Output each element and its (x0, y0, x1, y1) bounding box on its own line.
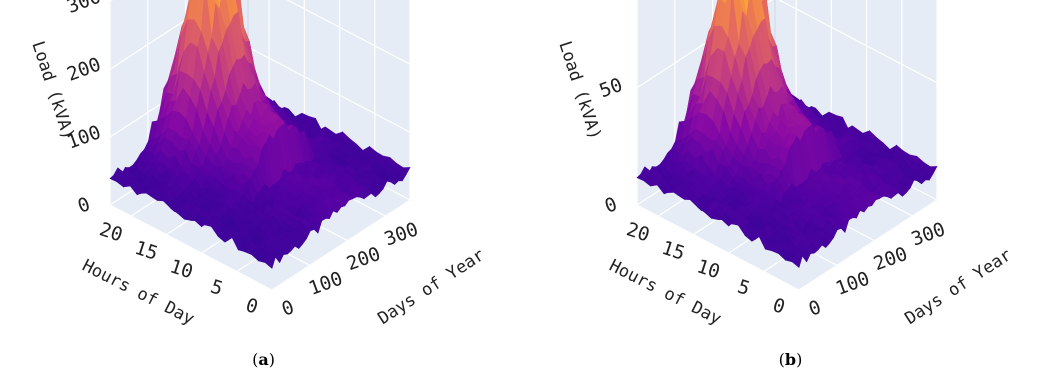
hour-tick-label: 0 (770, 294, 788, 318)
load-tick-label: 300 (64, 0, 104, 18)
hour-tick-label: 10 (694, 255, 723, 283)
grid-line (778, 0, 938, 84)
hour-tick-label: 5 (735, 276, 753, 300)
load-axis-title: Load (kVA) (27, 39, 78, 143)
grid-line (798, 199, 938, 291)
surface-cell (791, 252, 804, 269)
hour-tick-label: 5 (208, 276, 226, 300)
load-axis-title: Load (kVA) (554, 39, 605, 143)
hour-tick-label: 20 (97, 218, 126, 246)
days-axis-title: Days of Year (901, 245, 1015, 329)
grid-line (271, 199, 411, 291)
day-tick-label: 0 (279, 296, 297, 321)
load-tick-label: 0 (75, 193, 93, 218)
grid-line (636, 204, 800, 291)
caption-b: (b) (778, 350, 803, 369)
day-tick-label: 0 (806, 296, 824, 321)
load-tick-label: 50 (596, 74, 625, 103)
day-tick-label: 200 (871, 243, 911, 275)
hour-tick-label: 0 (243, 294, 261, 318)
load-tick-label: 200 (64, 53, 104, 85)
grid-line (109, 204, 273, 291)
grid-line (109, 0, 218, 70)
hour-tick-label: 20 (624, 218, 653, 246)
load-tick-label: 0 (602, 193, 620, 218)
hour-tick-label: 15 (132, 237, 161, 265)
grid-line (286, 0, 411, 65)
hour-tick-label: 10 (167, 255, 196, 283)
day-tick-label: 300 (908, 218, 948, 250)
surface-cell (217, 0, 222, 10)
day-tick-label: 100 (833, 267, 873, 299)
day-tick-label: 100 (306, 267, 346, 299)
grid-line (247, 46, 411, 133)
chart-panel-a: 0 100 200 300 0 5 10 15 20 0 100 200 300 Days of Year… (27, 0, 488, 369)
days-axis-title: Days of Year (374, 245, 488, 329)
surface-mesh (109, 0, 411, 269)
surface-cell (264, 253, 277, 269)
day-tick-label: 200 (344, 243, 384, 275)
surface-cell (743, 0, 750, 17)
surface-plot-b: 010020030005101520050100Days of YearHour… (554, 0, 1015, 329)
chart-panel-b: 010020030005101520050100Days of YearHour… (527, 0, 1054, 383)
surface-mesh (636, 0, 938, 269)
day-tick-label: 300 (381, 218, 421, 250)
hour-tick-label: 15 (659, 237, 688, 265)
caption-a: (a) (252, 350, 275, 369)
